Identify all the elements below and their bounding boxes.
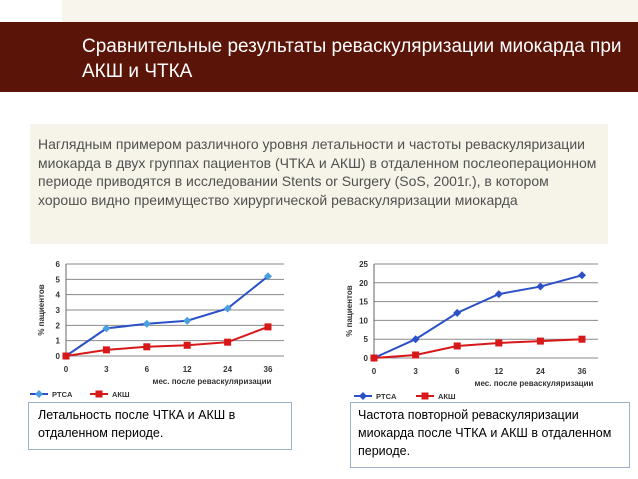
y-tick-label: 6 [56,260,61,269]
point-1-5 [578,335,586,343]
y-axis-label: % пациентов [345,285,354,336]
x-tick-label: 0 [64,365,69,374]
y-tick-label: 10 [359,316,368,325]
point-0-1 [411,335,420,344]
series-line-1 [373,338,583,359]
x-tick-label: 6 [455,367,460,376]
point-0-3 [494,290,503,299]
top-decor-strip [62,0,638,22]
point-1-5 [264,323,272,331]
x-tick-label: 36 [578,367,587,376]
legend-label-0: PTCA [376,392,397,401]
y-tick-label: 3 [56,306,61,315]
point-1-2 [143,343,151,351]
y-tick-label: 5 [364,335,369,344]
y-tick-label: 15 [359,298,368,307]
x-tick-label: 0 [372,367,377,376]
x-axis-label: мес. после реваскуляризации [475,379,594,388]
y-tick-label: 25 [359,260,368,269]
legend-label-0: PTCA [52,390,73,399]
legend-marker-0 [35,390,43,398]
x-tick-label: 3 [104,365,109,374]
caption-left: Летальность после ЧТКА и АКШ в отдаленно… [38,408,236,440]
y-tick-label: 2 [56,321,61,330]
point-1-0 [62,352,70,360]
legend-marker-1 [95,390,103,398]
y-tick-label: 0 [56,352,61,361]
y-tick-label: 1 [56,337,61,346]
legend-marker-1 [421,392,429,400]
y-tick-label: 0 [364,354,369,363]
point-0-4 [223,304,232,313]
point-1-3 [183,341,191,349]
title-banner [0,22,638,92]
series-line-0 [65,275,269,357]
point-0-3 [183,316,192,325]
point-0-2 [142,319,151,328]
x-tick-label: 36 [264,365,273,374]
x-axis-label: мес. после реваскуляризации [153,377,272,386]
x-tick-label: 3 [413,367,418,376]
plot-area [374,264,598,358]
point-0-2 [453,308,462,317]
y-tick-label: 4 [56,291,61,300]
point-0-1 [102,324,111,333]
y-tick-label: 5 [56,275,61,284]
caption-right: Частота повторной реваскуляризации миока… [358,408,612,458]
series-line-1 [65,325,269,357]
point-1-3 [495,339,503,347]
caption-frame-right [350,402,630,468]
point-1-1 [412,351,420,359]
slide-title: Сравнительные результаты реваскуляризаци… [82,36,622,82]
intro-box [30,124,608,244]
point-0-5 [264,272,272,281]
y-axis-label: % пациентов [37,284,46,335]
legend-label-1: АКШ [438,392,456,401]
point-1-0 [370,354,378,362]
legend-label-1: АКШ [112,390,130,399]
legend-marker-0 [359,392,367,400]
x-tick-label: 6 [145,365,150,374]
intro-text: Наглядным примером различного уровня лет… [38,136,597,208]
point-0-4 [536,282,545,291]
point-1-4 [224,338,232,346]
point-1-1 [102,346,110,354]
point-1-4 [536,337,544,345]
x-tick-label: 12 [494,367,503,376]
x-tick-label: 12 [183,365,192,374]
caption-frame-left [28,402,292,450]
x-tick-label: 24 [536,367,545,376]
x-tick-label: 24 [223,365,232,374]
point-1-2 [453,342,461,350]
series-line-0 [373,274,583,359]
y-tick-label: 20 [359,279,368,288]
point-0-5 [578,271,586,280]
